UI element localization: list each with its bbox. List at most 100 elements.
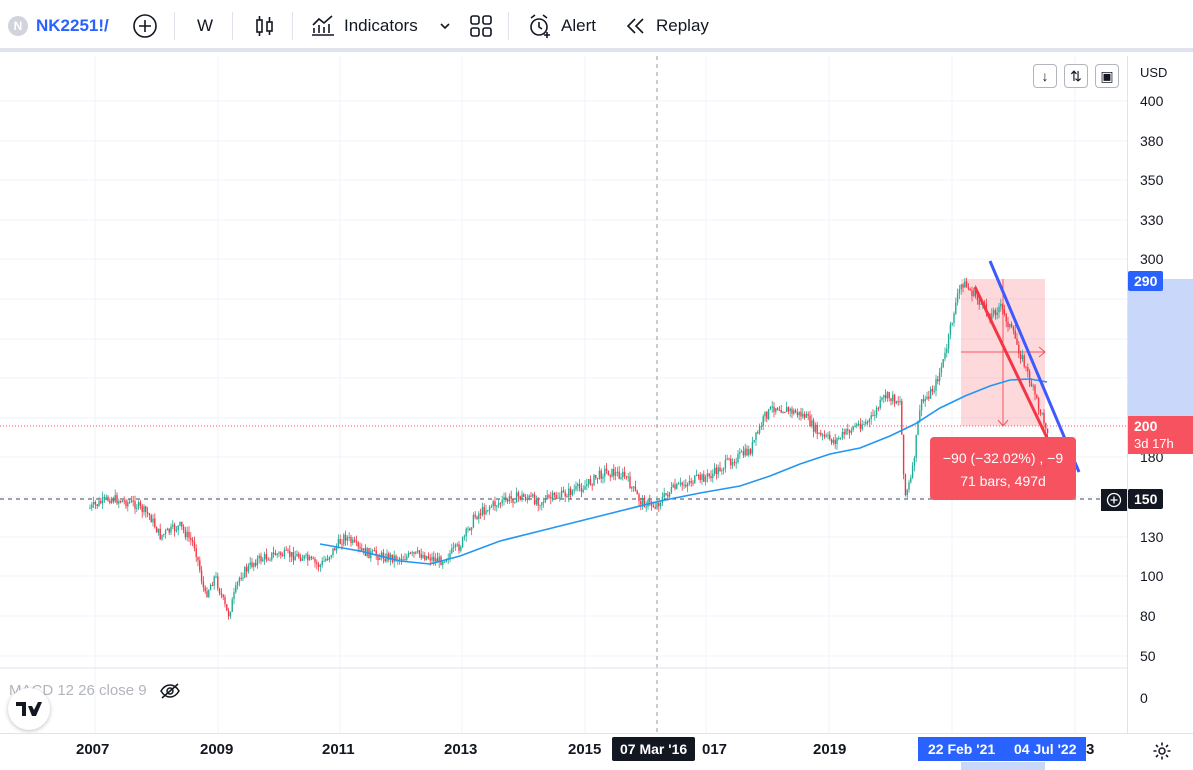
candle-body <box>94 501 97 505</box>
plus-circle-icon <box>1106 492 1122 508</box>
candle-body <box>276 553 278 556</box>
candle-body <box>398 558 401 560</box>
candle-body <box>796 412 799 416</box>
candle-body <box>681 482 683 486</box>
candle-body <box>353 539 356 542</box>
candle-body <box>253 563 255 567</box>
candle-body <box>674 484 676 489</box>
indicators-button[interactable]: Indicators <box>310 10 418 42</box>
candle-body <box>256 558 259 566</box>
candle-body <box>595 474 597 478</box>
candle-body <box>620 477 622 479</box>
candle-body <box>789 408 791 412</box>
candle-body <box>289 550 291 557</box>
price-label: 130 <box>1140 529 1164 545</box>
candle-body <box>161 534 163 540</box>
candle-body <box>530 495 532 497</box>
candle-body <box>829 434 831 440</box>
maximize-button[interactable]: ▣ <box>1095 64 1119 88</box>
candle-body <box>121 500 124 503</box>
chart-pane[interactable]: ↓ ⇅ ▣ −90 (−32.02%) , −9 71 bars, 497d M… <box>0 56 1127 733</box>
indicators-dropdown[interactable] <box>438 10 452 42</box>
candle-body <box>857 423 860 425</box>
candle-body <box>132 500 134 502</box>
candle-body <box>107 496 109 501</box>
collapse-button[interactable]: ⇅ <box>1064 64 1088 88</box>
scroll-down-button[interactable]: ↓ <box>1033 64 1057 88</box>
candle-body <box>402 559 404 561</box>
settings-button[interactable] <box>1149 738 1175 764</box>
symbol-search[interactable]: N NK2251!/ <box>8 10 109 42</box>
candle-body <box>224 597 226 605</box>
candle-body <box>571 490 574 495</box>
time-axis[interactable]: 2007 2009 2011 2013 2015 017 2019 3 07 M… <box>0 733 1193 770</box>
candle-body <box>181 521 183 527</box>
candle-body <box>164 530 167 534</box>
chevron-down-icon <box>440 23 450 30</box>
candle-body <box>895 401 898 404</box>
candle-body <box>724 459 727 469</box>
candle-body <box>296 553 298 557</box>
layout-button[interactable] <box>469 10 493 42</box>
candle-body <box>1034 385 1036 395</box>
candle-body <box>919 410 921 422</box>
year-label: 2011 <box>322 741 355 758</box>
candle-body <box>249 562 251 566</box>
candle-body <box>888 392 890 399</box>
eye-off-icon[interactable] <box>159 682 181 700</box>
candle-body <box>325 559 327 561</box>
candle-body <box>602 476 604 479</box>
candle-body <box>346 537 349 541</box>
candle-body <box>407 552 410 557</box>
chart-type-button[interactable] <box>254 10 276 42</box>
tradingview-logo[interactable] <box>8 688 50 730</box>
candle-body <box>758 426 761 433</box>
candle-body <box>915 434 917 458</box>
candle-body <box>744 448 746 456</box>
candle-body <box>587 479 590 485</box>
price-axis[interactable]: USD 400 380 350 330 300 280 250 230 180 … <box>1127 56 1193 733</box>
candle-body <box>820 432 822 436</box>
candle-body <box>776 408 779 411</box>
candle-body <box>143 506 145 513</box>
crosshair-add-button[interactable] <box>1101 489 1127 511</box>
interval-button[interactable]: W <box>197 10 213 42</box>
alert-button[interactable]: Alert <box>527 10 596 42</box>
candle-body <box>103 497 106 499</box>
candle-body <box>539 505 541 507</box>
candle-body <box>940 367 943 373</box>
candle-body <box>460 547 462 551</box>
candle-body <box>623 471 626 477</box>
candle-body <box>332 548 334 556</box>
price-chart[interactable] <box>0 56 1127 733</box>
candle-body <box>629 476 631 489</box>
candle-body <box>262 559 264 562</box>
compare-button[interactable] <box>132 10 158 42</box>
candle-body <box>667 494 669 497</box>
replay-button[interactable]: Replay <box>624 10 709 42</box>
candle-body <box>749 449 752 454</box>
candle-body <box>922 399 925 402</box>
candle-body <box>213 576 215 586</box>
measure-tooltip: −90 (−32.02%) , −9 71 bars, 497d <box>930 437 1076 500</box>
candle-body <box>694 475 696 483</box>
candle-body <box>863 423 865 425</box>
candle-body <box>856 424 858 427</box>
candle-body <box>663 493 665 498</box>
candle-body <box>208 590 210 597</box>
candle-body <box>569 488 572 495</box>
candle-body <box>739 452 741 454</box>
candle-body <box>445 559 448 562</box>
candle-body <box>825 435 827 437</box>
candle-body <box>411 552 413 554</box>
candle-body <box>593 474 595 486</box>
measure-bars: 71 bars, 497d <box>960 473 1046 489</box>
candle-body <box>929 388 932 399</box>
candle-body <box>613 468 615 476</box>
candle-body <box>695 474 698 476</box>
candle-body <box>130 500 133 503</box>
price-label: 100 <box>1140 568 1164 584</box>
candle-body <box>735 462 737 464</box>
candle-body <box>415 551 417 554</box>
candle-body <box>483 507 485 515</box>
